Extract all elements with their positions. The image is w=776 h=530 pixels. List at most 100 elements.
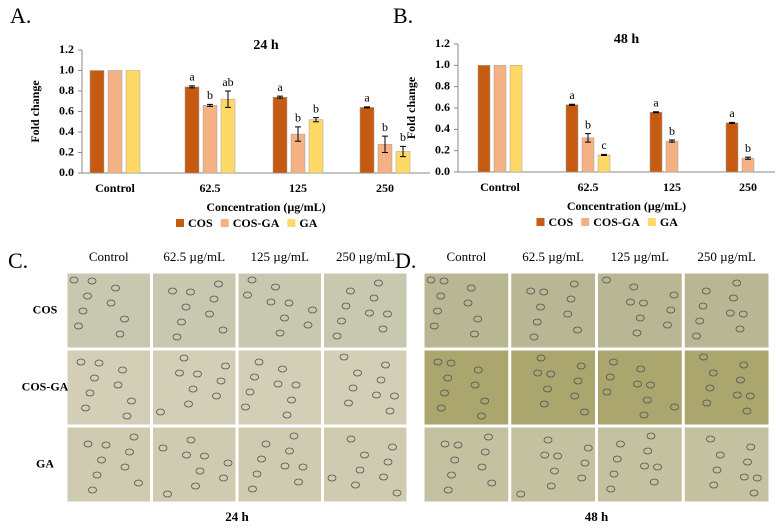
cell [344,399,353,407]
cell [261,440,271,448]
y-tick-label: 0.0 [435,164,450,178]
cell [742,407,752,415]
cell [701,287,711,295]
cell [453,441,463,449]
cell [566,295,576,303]
cell [573,377,583,385]
cell [303,321,313,329]
bar [477,65,491,173]
cell [218,326,228,334]
cell [74,322,83,330]
cell [83,440,93,448]
legend-label: COS-GA [233,216,280,230]
cell [609,470,619,478]
bar [272,96,288,174]
cell [543,385,552,393]
cell [378,325,388,333]
y-tick-label: 1.2 [59,42,74,56]
cell [339,353,349,361]
bar [220,98,236,174]
cell [214,280,223,288]
cell [633,380,642,388]
cell [539,288,549,296]
y-tick-label: 0.8 [435,78,450,92]
cell [280,314,289,322]
cell [440,389,449,397]
cell [715,451,725,459]
cell [266,298,276,306]
cell [739,473,749,481]
y-axis-label: Fold change [28,80,42,143]
cell [275,329,285,337]
micrograph [237,272,322,349]
cell [134,479,143,487]
cell [76,358,86,366]
cell [247,276,257,284]
cell [536,303,545,311]
cell [553,452,563,460]
significance-label: b [585,117,591,131]
cell [463,299,473,307]
significance-label: b [313,101,319,115]
significance-label: b [295,111,301,125]
legend-swatch [647,218,656,226]
cell [705,384,715,392]
x-tick-label: 250 [739,180,757,194]
cell [94,359,104,367]
cell [516,490,526,498]
cell [379,473,388,481]
cell [695,317,705,325]
cell [643,447,653,455]
legend-swatch [536,218,545,226]
cell [327,474,337,482]
error-bar [729,121,735,124]
y-tick-label: 1.2 [435,36,450,50]
cell [209,295,219,303]
cell [749,489,759,497]
cell [355,466,365,474]
cell [282,411,292,419]
panel-letter: A. [10,3,31,28]
x-tick-label: 62.5 [200,181,221,195]
cell [392,489,402,497]
cell [480,397,490,405]
cell [446,359,456,367]
cell [278,365,287,373]
row-header: COS [33,302,58,316]
cell [97,456,106,464]
column-header: 125 µg/mL [611,249,669,264]
bar [493,65,507,173]
cell [122,412,132,420]
cell [429,322,439,330]
cell [337,317,346,325]
cell [536,354,546,362]
cell [543,436,553,444]
cell [346,435,356,443]
significance-label: a [569,88,575,102]
cell [709,481,719,489]
micrograph [510,349,596,426]
significance-label: a [364,91,370,105]
cell [539,400,549,408]
x-axis-label: Concentration (µg/mL) [206,200,325,214]
cell [188,385,198,393]
column-header: 62.5 µg/mL [522,249,584,264]
cell [182,451,191,459]
cell [606,485,616,493]
cell [447,471,456,479]
row-header: GA [36,456,54,470]
cell [616,440,625,448]
cell [245,388,255,396]
micrograph [323,426,408,503]
cell [348,384,358,392]
x-tick-label: 250 [376,181,394,195]
cell [642,396,652,404]
cell [341,302,351,310]
cell [388,443,397,451]
cell [372,391,381,399]
cell [390,392,399,400]
cell [708,369,718,377]
cell [626,298,635,306]
significance-label: ab [222,75,233,89]
cell [752,474,762,482]
